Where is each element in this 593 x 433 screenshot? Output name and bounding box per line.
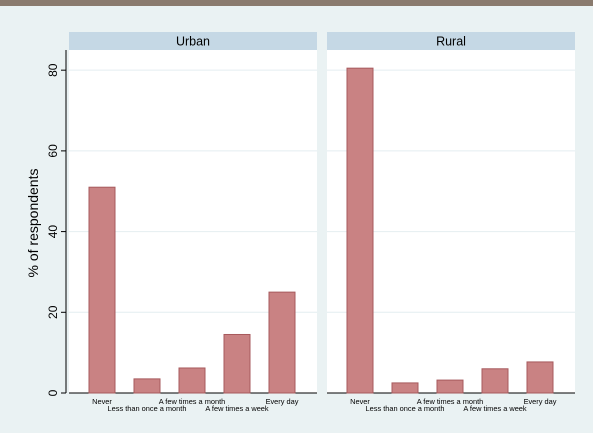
panel-header: [327, 32, 575, 50]
bar-urban-0: [88, 186, 116, 394]
y-axis-title: % of respondents: [25, 169, 41, 278]
x-tick-label: Less than once a month: [108, 404, 187, 413]
panel-title: Urban: [176, 35, 210, 49]
x-tick-label: Every day: [524, 397, 557, 406]
bar-urban-4: [268, 291, 296, 394]
y-tick-label: 40: [46, 225, 60, 239]
top-border: [0, 0, 593, 6]
bar-rural-2: [436, 379, 464, 394]
x-tick-label: Never: [350, 397, 370, 406]
x-tick-label: A few times a month: [417, 397, 484, 406]
y-tick-label: 60: [46, 144, 60, 158]
x-tick-label: Every day: [266, 397, 299, 406]
bar-rural-3: [481, 368, 509, 394]
panel-header: [69, 32, 317, 50]
x-tick-label: A few times a month: [159, 397, 226, 406]
bar-urban-3: [223, 333, 251, 394]
x-tick-label: A few times a week: [205, 404, 269, 413]
bar-rural-1: [391, 382, 419, 394]
x-tick-label: Never: [92, 397, 112, 406]
bar-rural-0: [346, 67, 374, 394]
y-tick-label: 20: [46, 305, 60, 319]
bar-urban-2: [178, 367, 206, 394]
bar-urban-1: [133, 378, 161, 394]
panel-title: Rural: [436, 35, 466, 49]
y-tick-label: 0: [46, 389, 60, 396]
x-tick-label: A few times a week: [463, 404, 527, 413]
x-tick-label: Less than once a month: [366, 404, 445, 413]
y-tick-label: 80: [46, 63, 60, 77]
bar-rural-4: [526, 361, 554, 394]
